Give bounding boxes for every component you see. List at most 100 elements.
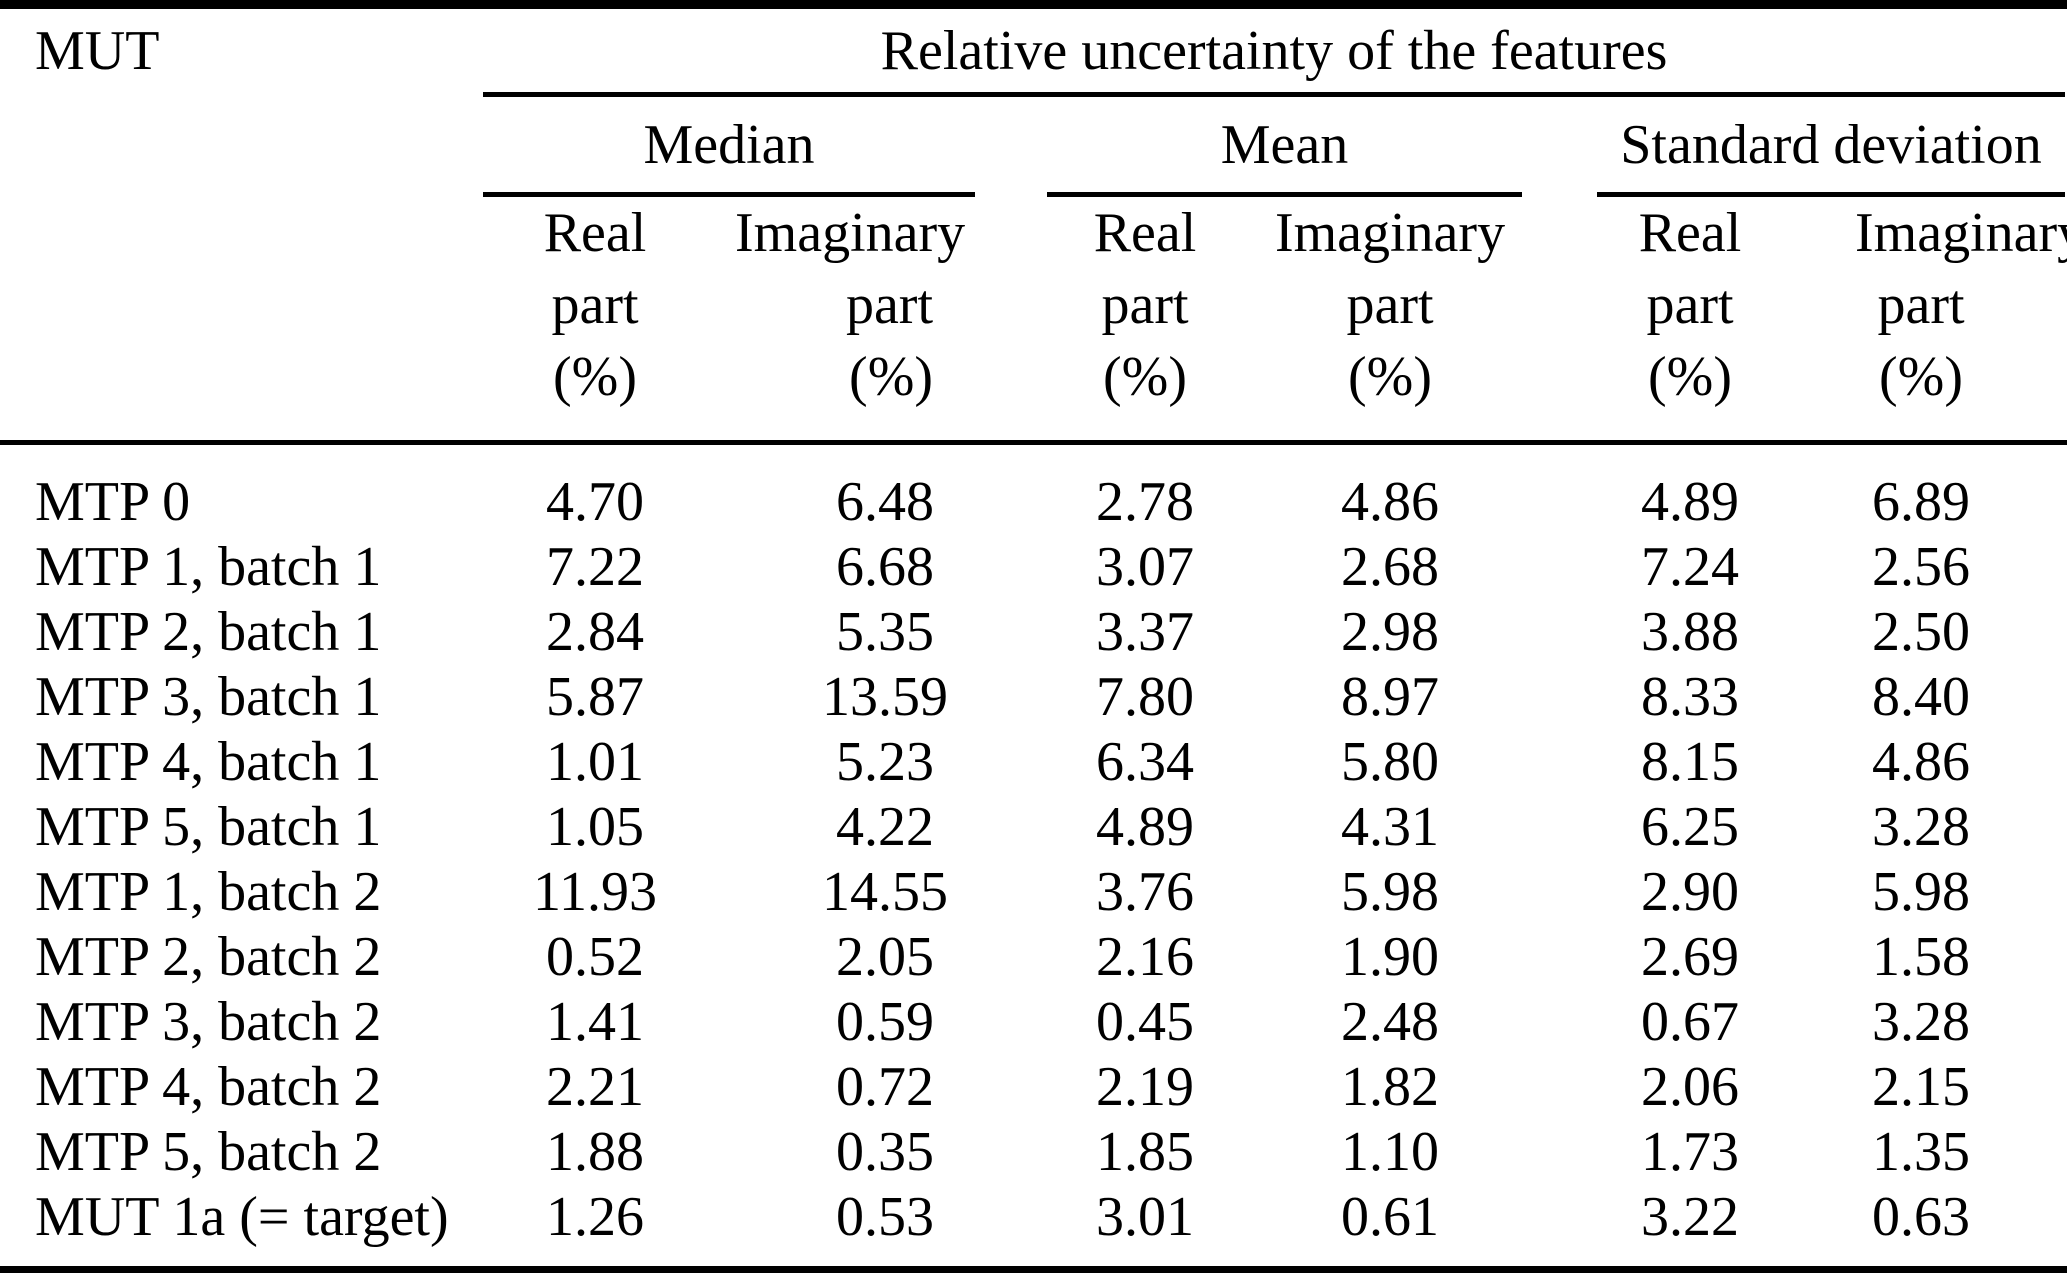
row-label: MTP 3, batch 2 — [35, 991, 382, 1053]
value-cell: 5.87 — [546, 666, 644, 728]
value-cell: 2.21 — [546, 1056, 644, 1118]
row-label: MTP 4, batch 2 — [35, 1056, 382, 1118]
table-header: MUT Relative uncertainty of the features… — [0, 4, 2067, 445]
value-cell: 5.35 — [836, 601, 934, 663]
subheader-line: (%) — [849, 346, 933, 408]
value-cell: 4.22 — [836, 796, 934, 858]
spanner-cell: Relative uncertainty of the features — [455, 5, 2067, 97]
table-row: MUT 1a (= target) 1.26 0.53 3.01 0.61 3.… — [0, 1185, 2067, 1273]
row-label: MTP 1, batch 2 — [35, 861, 382, 923]
value-cell: 0.72 — [836, 1056, 934, 1118]
header-row-spanner: MUT Relative uncertainty of the features — [0, 4, 2067, 445]
subheader-median-real: Real part (%) — [455, 197, 735, 445]
value-cell: 4.31 — [1341, 796, 1439, 858]
value-cell: 8.15 — [1641, 731, 1739, 793]
value-cell: 1.41 — [546, 991, 644, 1053]
subheader-line: part — [1877, 274, 1965, 336]
subheader-line: part — [1646, 274, 1734, 336]
value-cell: 1.88 — [546, 1121, 644, 1183]
subheader-line: (%) — [1648, 346, 1732, 408]
value-cell: 2.15 — [1872, 1056, 1970, 1118]
value-cell: 0.59 — [836, 991, 934, 1053]
column-header-mut: MUT — [0, 4, 455, 445]
subheader-std-imaginary: Imaginary part (%) — [1855, 197, 2067, 445]
table-row: MTP 3, batch 1 5.87 13.59 7.80 8.97 8.33… — [0, 665, 2067, 730]
subheader-line: (%) — [1348, 346, 1432, 408]
mut-label: MUT — [35, 19, 160, 82]
row-label: MTP 5, batch 2 — [35, 1121, 382, 1183]
value-cell: 11.93 — [533, 861, 657, 923]
value-cell: 3.07 — [1096, 536, 1194, 598]
group-header-median: Median — [455, 97, 1035, 197]
value-cell: 4.86 — [1341, 471, 1439, 533]
table-row: MTP 1, batch 1 7.22 6.68 3.07 2.68 7.24 … — [0, 535, 2067, 600]
value-cell: 8.40 — [1872, 666, 1970, 728]
row-label: MTP 0 — [35, 471, 191, 533]
value-cell: 14.55 — [822, 861, 948, 923]
value-cell: 1.73 — [1641, 1121, 1739, 1183]
value-cell: 6.68 — [836, 536, 934, 598]
group-header-mean: Mean — [1035, 97, 1525, 197]
subheader-line: Imaginary — [735, 202, 966, 264]
value-cell: 1.90 — [1341, 926, 1439, 988]
table-row: MTP 1, batch 2 11.93 14.55 3.76 5.98 2.9… — [0, 860, 2067, 925]
group-label-std: Standard deviation — [1597, 97, 2066, 197]
value-cell: 2.56 — [1872, 536, 1970, 598]
value-cell: 0.53 — [735, 1185, 1035, 1273]
row-label: MTP 4, batch 1 — [35, 731, 382, 793]
value-cell: 1.05 — [546, 796, 644, 858]
subheader-line: (%) — [553, 346, 637, 408]
value-cell: 2.05 — [836, 926, 934, 988]
value-cell: 5.80 — [1341, 731, 1439, 793]
value-cell: 2.90 — [1641, 861, 1739, 923]
value-cell: 0.63 — [1855, 1185, 2067, 1273]
row-label: MUT 1a (= target) — [0, 1185, 455, 1273]
subheader-line: (%) — [1879, 346, 1963, 408]
table-row: MTP 4, batch 1 1.01 5.23 6.34 5.80 8.15 … — [0, 730, 2067, 795]
row-label: MTP 2, batch 1 — [35, 601, 382, 663]
value-cell: 2.98 — [1341, 601, 1439, 663]
subheader-line: Imaginary — [1855, 202, 2067, 264]
table-row: MTP 5, batch 1 1.05 4.22 4.89 4.31 6.25 … — [0, 795, 2067, 860]
value-cell: 2.06 — [1641, 1056, 1739, 1118]
value-cell: 3.76 — [1096, 861, 1194, 923]
value-cell: 3.37 — [1096, 601, 1194, 663]
value-cell: 0.45 — [1096, 991, 1194, 1053]
table-row: MTP 0 4.70 6.48 2.78 4.86 4.89 6.89 — [0, 443, 2067, 536]
value-cell: 1.26 — [455, 1185, 735, 1273]
value-cell: 4.89 — [1096, 796, 1194, 858]
value-cell: 1.85 — [1096, 1121, 1194, 1183]
value-cell: 2.16 — [1096, 926, 1194, 988]
subheader-mean-imaginary: Imaginary part (%) — [1255, 197, 1525, 445]
table-row: MTP 2, batch 1 2.84 5.35 3.37 2.98 3.88 … — [0, 600, 2067, 665]
value-cell: 5.23 — [836, 731, 934, 793]
value-cell: 8.97 — [1341, 666, 1439, 728]
table-row: MTP 2, batch 2 0.52 2.05 2.16 1.90 2.69 … — [0, 925, 2067, 990]
spanner-title: Relative uncertainty of the features — [483, 9, 2066, 97]
value-cell: 1.10 — [1341, 1121, 1439, 1183]
row-label: MTP 2, batch 2 — [35, 926, 382, 988]
value-cell: 2.68 — [1341, 536, 1439, 598]
value-cell: 3.28 — [1872, 991, 1970, 1053]
value-cell: 4.89 — [1641, 471, 1739, 533]
subheader-line: part — [1346, 274, 1434, 336]
header-row-groups: Median Mean Standard deviation — [0, 97, 2067, 197]
value-cell: 7.80 — [1096, 666, 1194, 728]
subheader-line: Real — [1638, 202, 1742, 264]
value-cell: 3.28 — [1872, 796, 1970, 858]
value-cell: 2.69 — [1641, 926, 1739, 988]
value-cell: 3.88 — [1641, 601, 1739, 663]
value-cell: 2.84 — [546, 601, 644, 663]
group-label-mean: Mean — [1047, 97, 1522, 197]
table-row: MTP 4, batch 2 2.21 0.72 2.19 1.82 2.06 … — [0, 1055, 2067, 1120]
table-row: MTP 5, batch 2 1.88 0.35 1.85 1.10 1.73 … — [0, 1120, 2067, 1185]
group-label-median: Median — [483, 97, 975, 197]
header-row-parts: Real part (%) Imaginary part (%) Real pa… — [0, 197, 2067, 445]
row-label: MTP 5, batch 1 — [35, 796, 382, 858]
value-cell: 8.33 — [1641, 666, 1739, 728]
value-cell: 6.48 — [836, 471, 934, 533]
table-row: MTP 3, batch 2 1.41 0.59 0.45 2.48 0.67 … — [0, 990, 2067, 1055]
subheader-line: Real — [543, 202, 647, 264]
row-label: MTP 3, batch 1 — [35, 666, 382, 728]
